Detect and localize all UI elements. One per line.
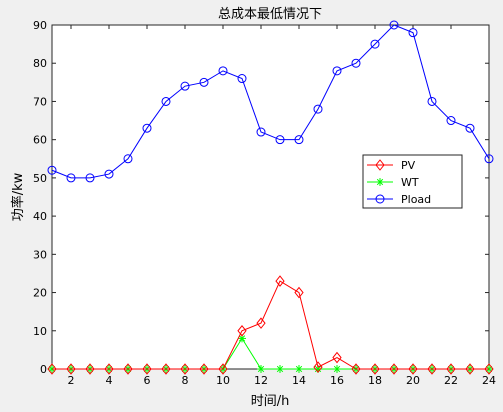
y-tick-label: 20 (33, 287, 47, 300)
chart-title: 总成本最低情况下 (218, 7, 322, 22)
x-tick-label: 16 (330, 374, 344, 387)
asterisk-stroke (314, 365, 322, 373)
data-point (85, 173, 95, 183)
x-tick-label: 8 (182, 374, 189, 387)
asterisk-stroke (257, 365, 265, 373)
y-tick-label: 0 (40, 363, 47, 376)
data-point (294, 135, 304, 145)
data-point (123, 363, 133, 375)
data-point (375, 194, 385, 204)
data-point (275, 135, 285, 145)
data-point (66, 363, 76, 375)
x-tick-label: 22 (444, 374, 458, 387)
data-point (161, 96, 171, 106)
data-point (85, 363, 95, 375)
y-tick-label: 40 (33, 210, 47, 223)
data-point (389, 363, 399, 375)
x-axis-title: 时间/h (251, 394, 290, 409)
data-point (313, 104, 323, 114)
data-point (370, 39, 380, 49)
data-point (237, 324, 247, 337)
asterisk-stroke (276, 365, 284, 373)
data-point (161, 363, 171, 375)
data-point (446, 116, 456, 126)
data-point (47, 165, 57, 175)
x-tick-label: 4 (106, 374, 113, 387)
data-point (427, 363, 437, 375)
data-point (465, 123, 475, 133)
legend: PV WT Pload (362, 154, 463, 209)
legend-item-pv: PV (367, 159, 416, 172)
data-point (375, 159, 385, 171)
data-point (180, 81, 190, 91)
y-tick-label: 60 (33, 134, 47, 147)
asterisk-stroke (238, 335, 246, 342)
x-tick-label: 20 (406, 374, 420, 387)
data-point (484, 363, 494, 375)
data-point (313, 361, 323, 373)
data-point (237, 74, 247, 84)
data-point (47, 363, 57, 375)
data-point (218, 363, 228, 375)
data-point (218, 66, 228, 76)
data-point (275, 275, 285, 287)
data-point (332, 66, 342, 76)
data-point (257, 365, 265, 373)
data-point (427, 96, 437, 106)
y-axis-title: 功率/kw (10, 172, 26, 221)
series-line-pv (52, 280, 489, 370)
y-tick-label: 70 (33, 95, 47, 108)
x-tick-label: 10 (216, 374, 230, 387)
data-point (294, 286, 304, 299)
y-tick-label: 10 (33, 325, 47, 338)
y-tick-label: 90 (33, 19, 47, 32)
data-point (408, 363, 418, 375)
legend-label: WT (401, 176, 419, 189)
data-point (465, 363, 475, 375)
data-point (389, 20, 399, 30)
data-point (256, 127, 266, 137)
data-point (66, 173, 76, 183)
y-tick-label: 50 (33, 172, 47, 185)
data-point (484, 154, 494, 164)
asterisk-stroke (376, 178, 384, 186)
data-point (446, 363, 456, 375)
data-point (376, 178, 384, 186)
data-point (180, 363, 190, 375)
legend-item-wt: WT (367, 176, 419, 189)
x-tick-label: 24 (482, 374, 496, 387)
x-tick-label: 12 (254, 374, 268, 387)
legend-label: PV (401, 159, 416, 172)
legend-label: Pload (401, 193, 431, 206)
x-tick-label: 2 (68, 374, 75, 387)
data-point (104, 169, 114, 179)
data-point (295, 365, 303, 373)
x-tick-label: 18 (368, 374, 382, 387)
data-point (333, 365, 341, 373)
asterisk-stroke (295, 365, 303, 373)
series-pv (47, 275, 494, 375)
x-tick-label: 6 (144, 374, 151, 387)
data-point (370, 363, 380, 375)
asterisk-stroke (333, 365, 341, 373)
data-point (276, 365, 284, 373)
data-point (123, 154, 133, 164)
series-pload (47, 20, 494, 183)
data-point (332, 351, 342, 364)
y-tick-label: 80 (33, 57, 47, 70)
data-point (351, 363, 361, 375)
data-point (408, 28, 418, 38)
data-point (199, 77, 209, 87)
data-point (142, 123, 152, 133)
data-point (199, 363, 209, 375)
y-tick-label: 30 (33, 248, 47, 261)
data-point (104, 363, 114, 375)
data-point (256, 317, 266, 329)
legend-item-pload: Pload (367, 193, 431, 206)
data-point (351, 58, 361, 68)
x-tick-label: 14 (292, 374, 306, 387)
data-point (142, 363, 152, 375)
